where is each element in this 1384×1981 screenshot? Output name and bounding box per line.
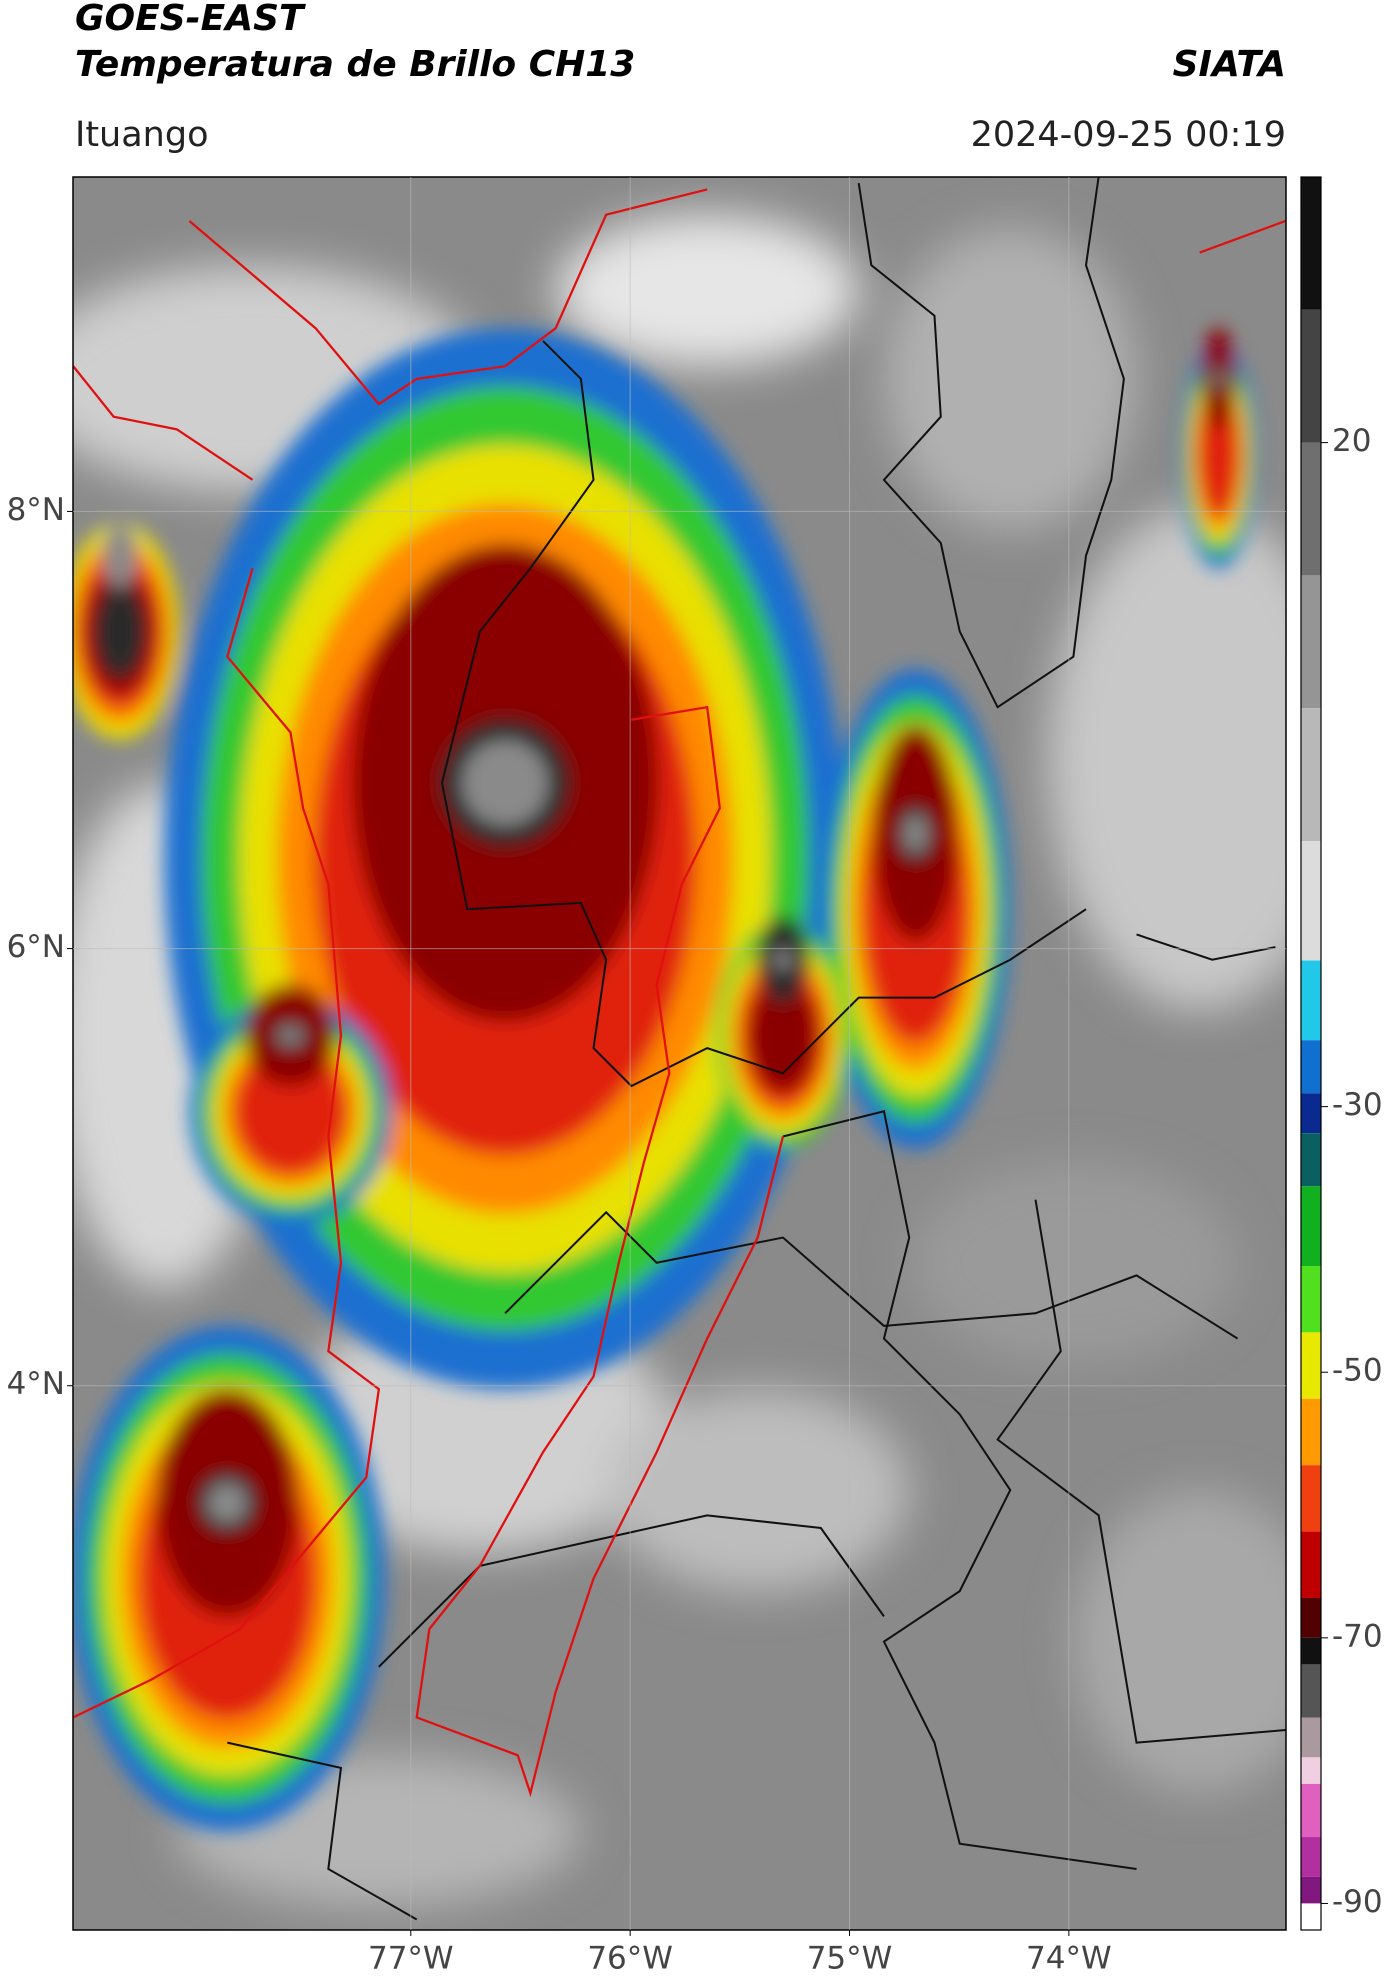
- x-tick-label: 75°W: [807, 1941, 893, 1977]
- colorbar-tick-label: -50: [1332, 1353, 1383, 1389]
- colorbar-band: [1301, 177, 1321, 310]
- y-tick-label: 8°N: [7, 492, 65, 528]
- colorbar-tick-label: -90: [1332, 1884, 1383, 1920]
- colorbar-band: [1301, 1465, 1321, 1532]
- colorbar-band: [1301, 1186, 1321, 1266]
- colorbar-band: [1301, 1757, 1321, 1784]
- colorbar-tick-label: -30: [1332, 1087, 1383, 1123]
- colorbar-tick-label: 20: [1332, 423, 1371, 459]
- colorbar-band: [1301, 1332, 1321, 1399]
- y-tick-label: 6°N: [7, 929, 65, 965]
- colorbar-band: [1301, 1783, 1321, 1838]
- colorbar-tick-label: -70: [1332, 1618, 1383, 1654]
- colorbar-band: [1301, 960, 1321, 1041]
- colorbar-band: [1301, 841, 1321, 961]
- subtitle: Temperatura de Brillo CH13: [75, 44, 635, 85]
- map-image: [73, 177, 1286, 1930]
- colorbar-band: [1301, 1093, 1321, 1134]
- map-frame: [72, 176, 1287, 1931]
- colorbar-band: [1301, 442, 1321, 576]
- colorbar-band: [1301, 1597, 1321, 1638]
- datetime: 2024-09-25 00:19: [971, 115, 1286, 155]
- title: GOES-EAST: [75, 0, 306, 39]
- colorbar-band: [1301, 1133, 1321, 1187]
- colorbar-band: [1301, 1837, 1321, 1877]
- location: Ituango: [75, 115, 209, 155]
- colorbar-frame: [1300, 176, 1322, 1931]
- y-tick-label: 4°N: [7, 1366, 65, 1402]
- colorbar-band: [1301, 1265, 1321, 1333]
- colorbar-band: [1301, 1876, 1321, 1904]
- x-tick-label: 74°W: [1026, 1941, 1112, 1977]
- colorbar-band: [1301, 1903, 1321, 1930]
- colorbar-band: [1301, 309, 1321, 443]
- colorbar-band: [1301, 1717, 1321, 1758]
- colorbar-band: [1301, 1637, 1321, 1665]
- x-tick-label: 77°W: [368, 1941, 454, 1977]
- colorbar-band: [1301, 1664, 1321, 1718]
- colorbar-band: [1301, 1040, 1321, 1094]
- brand: SIATA: [1173, 44, 1286, 85]
- colorbar-band: [1301, 1398, 1321, 1466]
- colorbar-band: [1301, 708, 1321, 842]
- x-tick-label: 76°W: [587, 1941, 673, 1977]
- colorbar-band: [1301, 575, 1321, 709]
- colorbar-band: [1301, 1531, 1321, 1598]
